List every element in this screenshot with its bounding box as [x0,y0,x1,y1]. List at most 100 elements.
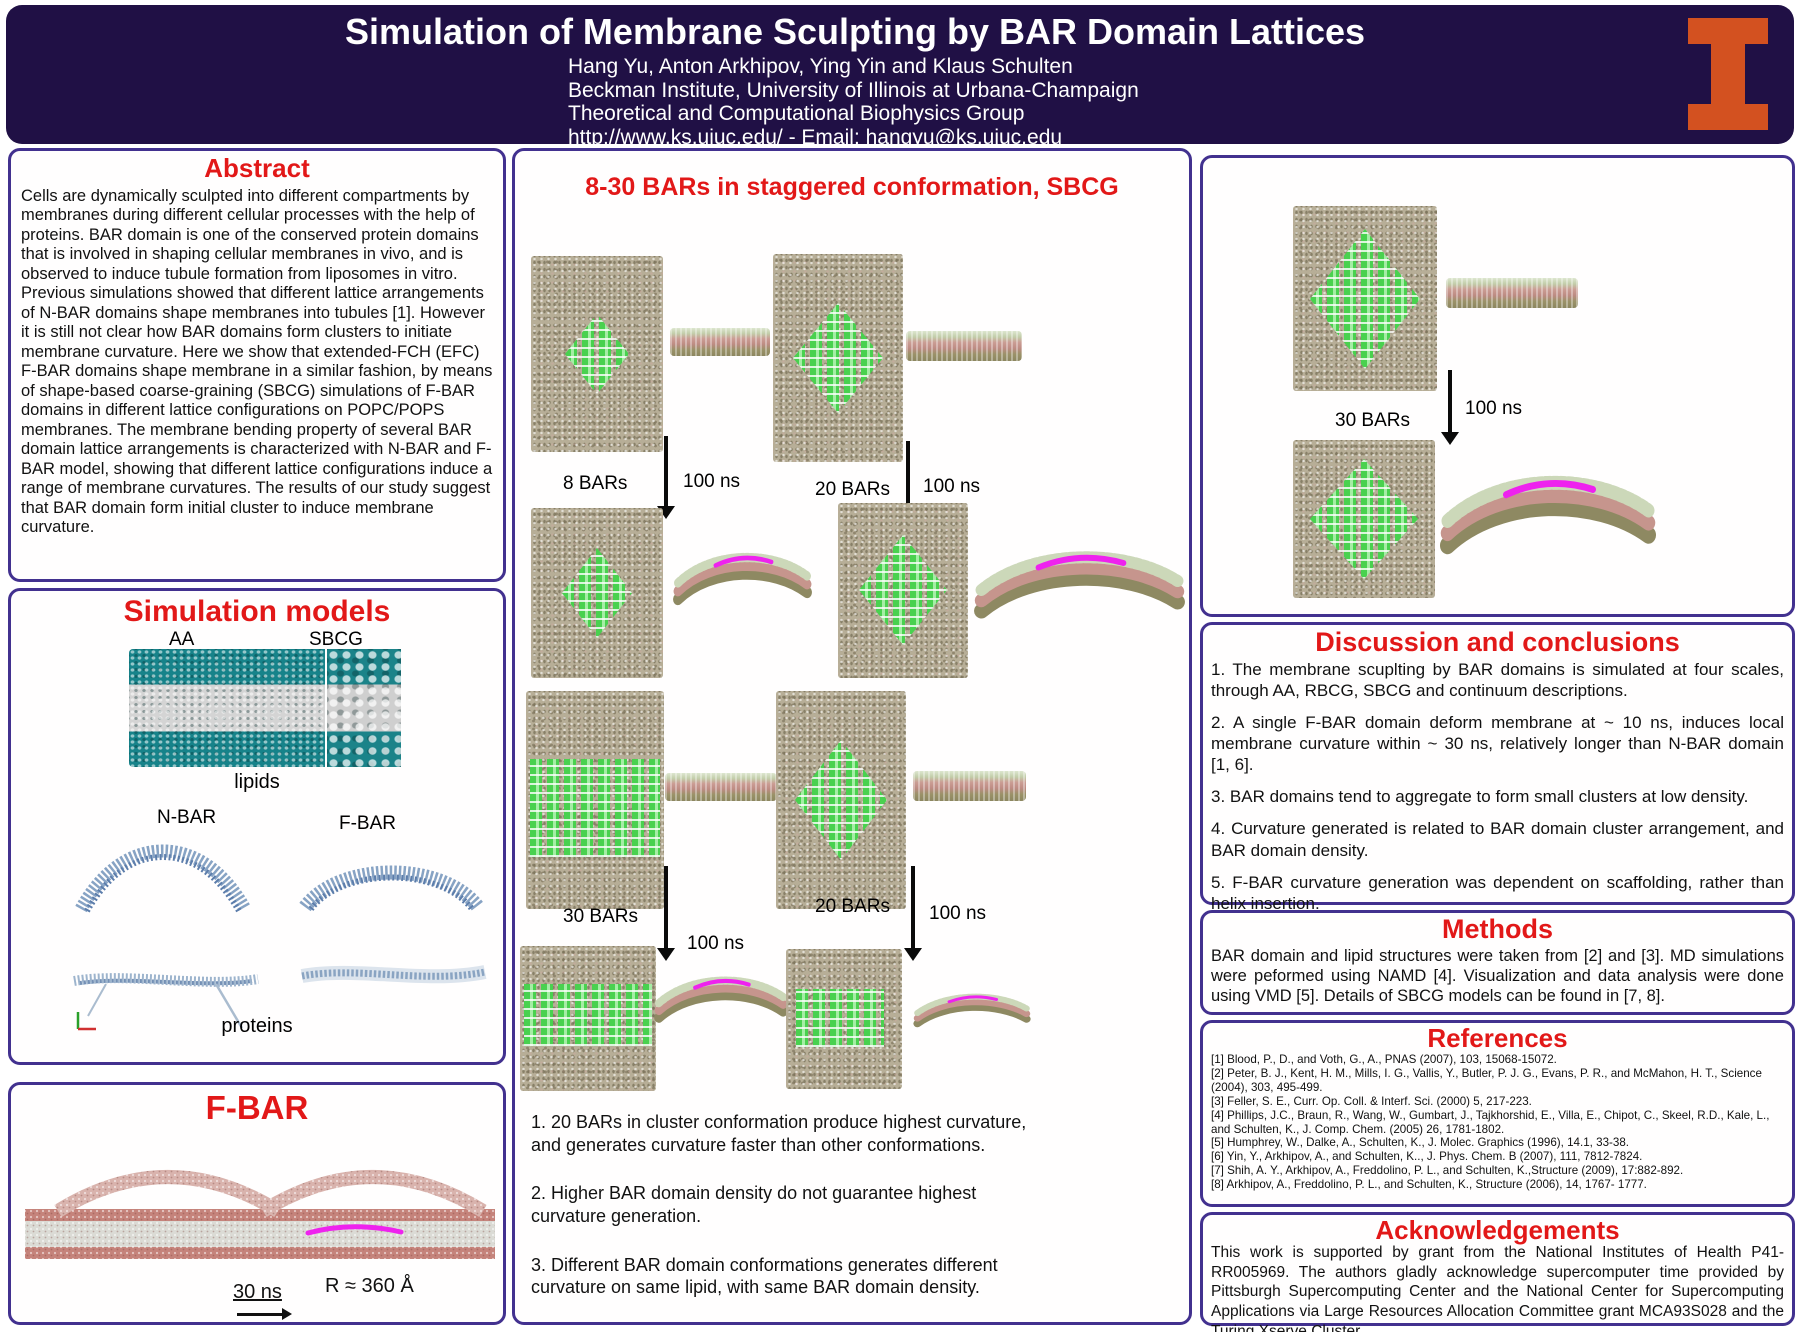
lipid-bilayer-image [129,649,401,767]
header-authors-block: Hang Yu, Anton Arkhipov, Ying Yin and Kl… [568,55,1139,149]
membrane-side-view-30bars-right-final [1443,458,1653,563]
membrane-side-view-8bars-initial [670,328,770,356]
nbar-label: N-BAR [157,807,217,828]
acknowledgements-section: Acknowledgements This work is supported … [1200,1212,1795,1332]
bar-lattice-30-right [1310,229,1420,369]
membrane-top-view-20bars-cluster-final [786,949,902,1089]
membrane-side-view-8bars-final [675,541,810,611]
methods-body: BAR domain and lipid structures were tak… [1211,947,1784,1006]
fbar-panel-title: F-BAR [205,1089,309,1126]
contact-line: http://www.ks.uiuc.edu/ - Email: hangyu@… [568,125,1063,149]
bars-label-8: 8 BARs [563,473,628,494]
time-arrow-20bars-b [911,866,915,948]
lipid-sbcg-region [325,649,401,767]
membrane-top-view-20bars-final [838,503,968,678]
affiliation-line-1: Beckman Institute, University of Illinoi… [568,78,1139,102]
right-time-label: 100 ns [1465,398,1523,419]
bars-label-30: 30 BARs [563,906,638,927]
logo-stem [1711,18,1745,130]
discussion-item-1: 1. The membrane scuplting by BAR domains… [1211,660,1784,701]
illinois-block-i-logo [1688,18,1768,130]
right-time-arrow [1448,370,1452,432]
discussion-item-3: 3. BAR domains tend to aggregate to form… [1211,787,1749,807]
finding-2: 2. Higher BAR domain density do not guar… [531,1183,977,1227]
abstract-title: Abstract [204,153,310,183]
bar-lattice-30-right-final [1310,459,1418,579]
bar-lattice-20 [793,303,883,413]
discussion-item-2: 2. A single F-BAR domain deform membrane… [1211,713,1784,775]
discussion-item-5: 5. F-BAR curvature generation was depend… [1211,872,1784,913]
fbar-time-label: 30 ns [233,1281,282,1303]
acknowledgements-body: This work is supported by grant from the… [1211,1244,1784,1332]
discussion-section: Discussion and conclusions 1. The membra… [1200,622,1795,913]
discussion-title: Discussion and conclusions [1315,627,1680,657]
bars-label-20: 20 BARs [815,479,890,500]
reference-3: [3] Feller, S. E., Curr. Op. Coll. & Int… [1211,1094,1532,1108]
membrane-side-view-30bars-final [656,966,786,1028]
membrane-side-view-30bars-right-initial [1446,278,1578,308]
membrane-side-view-20bars-cluster-initial [913,771,1026,801]
discussion-item-4: 4. Curvature generated is related to BAR… [1211,819,1784,860]
reference-8: [8] Arkhipov, A., Freddolino, P. L., and… [1211,1178,1647,1192]
references-section: References [1] Blood, P., D., and Voth, … [1200,1020,1795,1207]
right-simulation-section: 30 BARs 100 ns [1200,155,1795,617]
affiliation-line-2: Theoretical and Computational Biophysics… [568,102,1025,125]
bar-lattice-8 [565,314,629,394]
sbcg-label: SBCG [309,629,363,650]
time-arrow-30bars [664,866,668,948]
simulation-models-section: Simulation models AA SBCG lipids N-BAR F… [8,588,506,1065]
references-title: References [1427,1023,1568,1053]
bar-lattice-20-final [859,535,947,645]
bar-lattice-8-final [562,548,632,638]
reference-2: [2] Peter, B. J., Kent, H. M., Mills, I.… [1211,1066,1762,1094]
fbar-flat-structure [300,965,487,984]
reference-4: [4] Phillips, J.C., Braun, R., Wang, W.,… [1211,1108,1770,1136]
membrane-side-view-20bars-cluster-final [915,986,1029,1031]
membrane-top-view-8bars-initial [531,256,663,452]
lipids-label: lipids [234,771,280,793]
finding-1: 1. 20 BARs in cluster conformation produ… [531,1112,1027,1155]
nbar-arc-structure [75,844,251,913]
models-title: Simulation models [123,595,391,628]
reference-1: [1] Blood, P., D., and Voth, G., A., PNA… [1211,1053,1557,1066]
fbar-arc-structure [299,865,484,912]
center-title: 8-30 BARs in staggered conformation, SBC… [585,173,1119,201]
reference-5: [5] Humphrey, W., Dalke, A., Schulten, K… [1211,1136,1629,1150]
abstract-body: Cells are dynamically sculpted into diff… [21,187,493,536]
fbar-section: F-BAR 30 ns R ≈ 360 Å [8,1082,506,1325]
fbar-label: F-BAR [339,813,396,834]
proteins-label: proteins [221,1015,293,1037]
authors-line: Hang Yu, Anton Arkhipov, Ying Yin and Kl… [568,55,1073,78]
time-label-30bars: 100 ns [687,933,745,954]
time-arrow-20bars [906,441,910,511]
finding-3: 3. Different BAR domain conformations ge… [531,1254,998,1298]
membrane-side-view-20bars-final [977,536,1182,626]
abstract-section: Abstract Cells are dynamically sculpted … [8,148,506,582]
reference-6: [6] Yin, Y., Arkhipov, A., and Schulten,… [1211,1150,1643,1164]
acknowledgements-title: Acknowledgements [1375,1215,1620,1245]
time-label-20bars-b: 100 ns [929,903,987,924]
reference-7: [7] Shih, A. Y., Arkhipov, A., Freddolin… [1211,1164,1684,1178]
membrane-top-view-30bars-initial [526,691,664,909]
right-bars-label: 30 BARs [1335,410,1410,431]
center-findings: 1. 20 BARs in cluster conformation produ… [531,1111,1039,1325]
fbar-radius-label: R ≈ 360 Å [325,1275,414,1297]
discussion-items: 1. The membrane scuplting by BAR domains… [1211,659,1784,925]
methods-title: Methods [1442,914,1553,944]
membrane-side-view-20bars-initial [906,331,1022,361]
nbar-flat-structure [73,973,259,1031]
membrane-top-view-20bars-cluster-initial [776,691,906,909]
time-label-20bars: 100 ns [923,476,981,497]
membrane-side-view-30bars-initial [665,773,777,801]
bar-lattice-20-cluster-final [796,989,884,1047]
bars-label-20b: 20 BARs [815,896,890,917]
fbar-membrane-scene [25,1170,495,1259]
time-label-8bars: 100 ns [683,471,741,492]
bar-lattice-20-cluster [795,740,887,860]
time-arrow-8bars [664,436,668,506]
fbar-time-arrow [237,1308,292,1320]
staggered-conformation-section: 8-30 BARs in staggered conformation, SBC… [512,148,1192,1325]
bar-lattice-30-band-final [524,984,652,1046]
membrane-top-view-30bars-right-final [1293,440,1435,598]
